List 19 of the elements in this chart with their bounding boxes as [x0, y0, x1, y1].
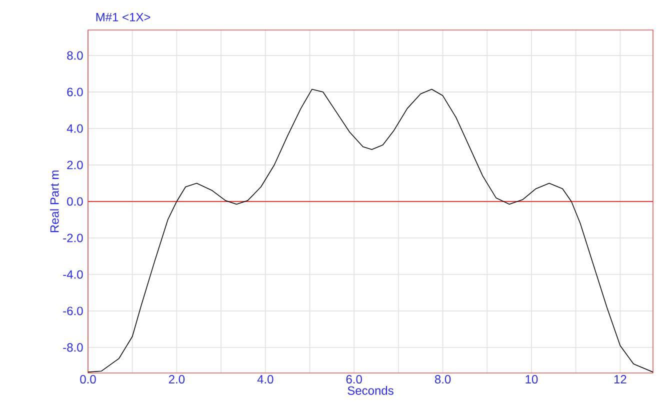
x-tick-label: 12	[614, 375, 626, 384]
x-tick-label: 2.0	[168, 375, 185, 384]
chart-title: M#1 <1X>	[96, 13, 150, 22]
x-tick-label: 0.0	[80, 375, 96, 384]
y-tick-label: -6.0	[63, 306, 83, 316]
x-tick-label: 4.0	[257, 375, 274, 384]
y-tick-label: 4.0	[66, 124, 83, 133]
x-axis-title: Seconds	[348, 386, 394, 395]
y-tick-label: 2.0	[67, 160, 83, 170]
y-tick-label: -8.0	[63, 343, 83, 352]
x-tick-label: 10	[526, 375, 538, 384]
y-tick-label: 0.0	[67, 197, 83, 206]
x-tick-label: 8.0	[434, 375, 451, 384]
y-tick-label: 6.0	[67, 88, 83, 96]
x-tick-label: 6.0	[346, 375, 362, 384]
y-axis-title: Real Part m	[50, 170, 59, 232]
y-tick-label: -2.0	[63, 234, 83, 242]
y-tick-label: 8.0	[67, 51, 83, 60]
y-tick-label: -4.0	[63, 270, 83, 279]
